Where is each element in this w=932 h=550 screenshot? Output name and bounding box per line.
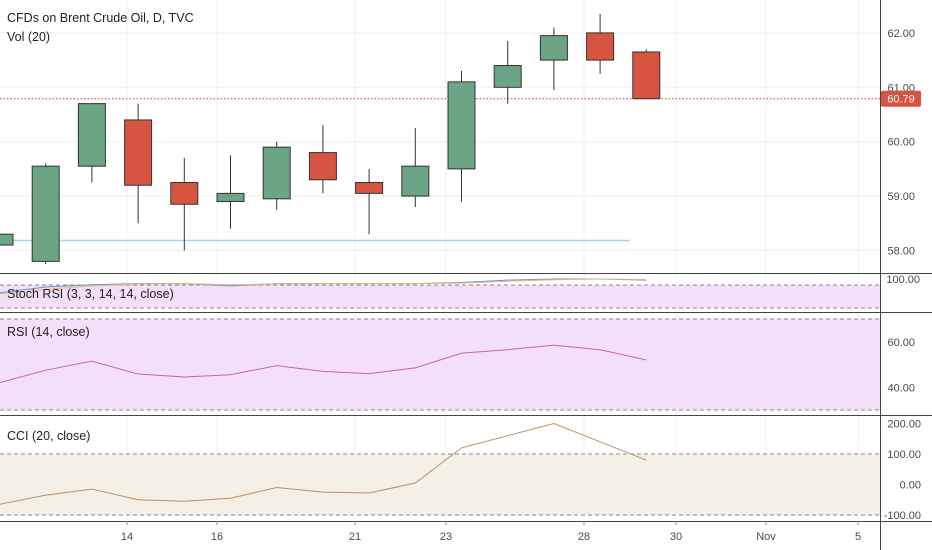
cci-tick-label: 0.00	[900, 480, 921, 492]
indicator-lines	[0, 278, 647, 505]
last-price-box	[881, 90, 921, 107]
candle-down	[586, 32, 615, 61]
cci-line	[0, 422, 647, 505]
price-tick-label: 62.00	[887, 28, 915, 40]
rsi-label: RSI (14, close)	[7, 325, 90, 339]
price-tick-label: 58.00	[887, 246, 915, 258]
indicator-bands	[0, 284, 880, 516]
time-tick-label: Nov	[756, 531, 776, 543]
candle-down	[308, 152, 337, 181]
candle-down	[632, 51, 661, 100]
candle-down	[124, 119, 153, 186]
candle-down	[355, 182, 384, 194]
candle-up	[493, 65, 522, 88]
price-tick-label: 59.00	[887, 191, 915, 203]
price-axis[interactable]: 58.0059.0060.0061.0062.00100.0040.0060.0…	[884, 28, 921, 522]
time-tick-label: 14	[121, 531, 133, 543]
candle-up	[0, 233, 14, 246]
cci-tick-label: 200.00	[887, 419, 921, 431]
candle-up	[401, 165, 430, 197]
cci-label: CCI (20, close)	[7, 429, 90, 443]
stoch-band-fill	[0, 285, 880, 308]
rsi-tick-label: 40.00	[887, 382, 915, 394]
volume-label: Vol (20)	[7, 30, 50, 44]
candle-up	[216, 192, 245, 203]
candle-down	[170, 182, 199, 205]
time-tick-label: 30	[670, 531, 682, 543]
time-tick-label: 16	[211, 531, 223, 543]
rsi-line	[0, 344, 647, 384]
candle-up	[447, 81, 476, 170]
candle-up	[262, 146, 291, 200]
candle-up	[31, 165, 60, 262]
last-price-marker: 60.79	[881, 90, 921, 107]
stoch-rsi-line-1	[0, 278, 647, 295]
rsi-tick-label: 60.00	[887, 337, 915, 349]
last-price-label: 60.79	[887, 94, 915, 106]
candlesticks	[0, 13, 661, 265]
time-tick-label: 28	[578, 531, 590, 543]
candle-up	[77, 103, 106, 167]
time-axis[interactable]: 14 16 21 23 28 30 Nov 5	[121, 521, 861, 543]
price-tick-label: 60.00	[887, 137, 915, 149]
time-tick-label: 21	[349, 531, 361, 543]
cci-band-fill	[0, 454, 880, 515]
cci-tick-label: -100.00	[884, 510, 921, 522]
stoch-rsi-label: Stoch RSI (3, 3, 14, 14, close)	[7, 287, 174, 301]
candle-up	[539, 35, 568, 61]
time-tick-label: 5	[855, 531, 861, 543]
chart-title: CFDs on Brent Crude Oil, D, TVC	[7, 11, 194, 25]
stoch-tick-label: 100.00	[886, 274, 920, 286]
rsi-band-fill	[0, 319, 880, 410]
cci-tick-label: 100.00	[887, 449, 921, 461]
time-tick-label: 23	[440, 531, 452, 543]
